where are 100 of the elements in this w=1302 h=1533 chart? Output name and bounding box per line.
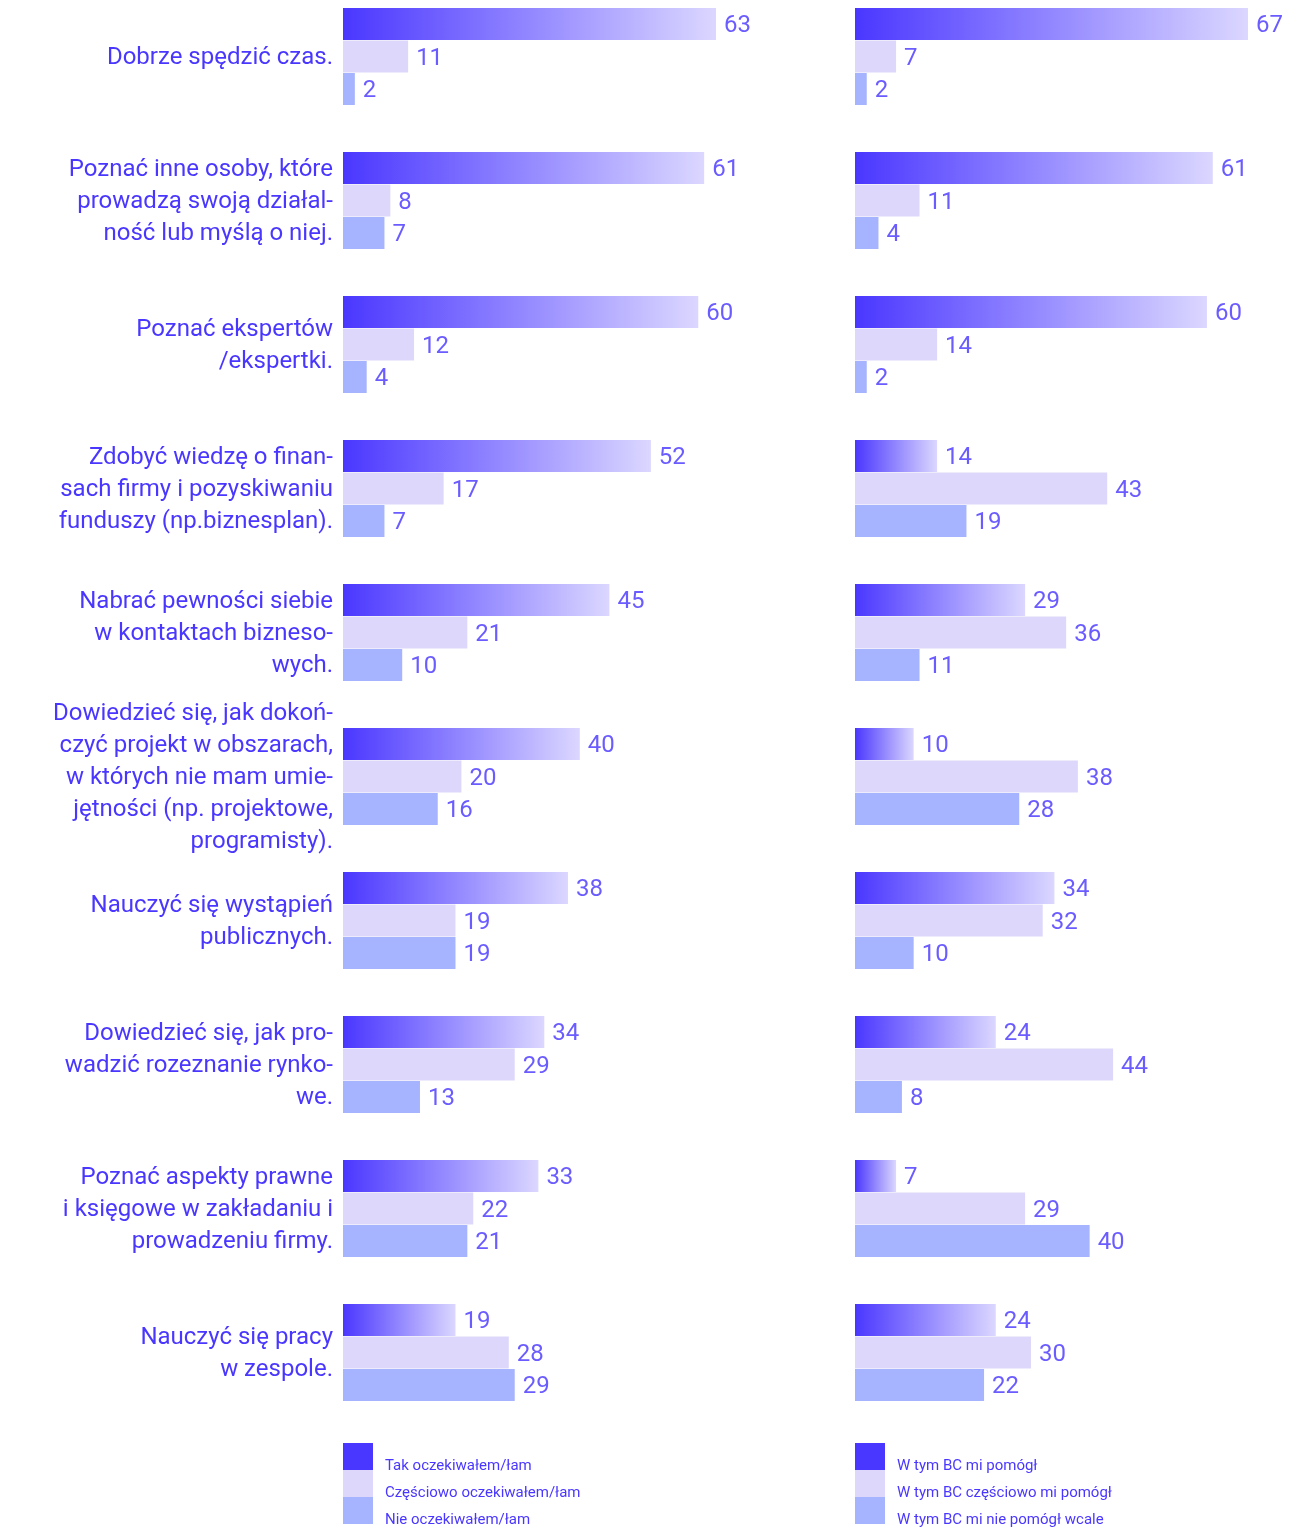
y-tick-label: Nauczyć się wystąpień publicznych.	[90, 890, 333, 951]
y-tick-label: Nauczyć się pracy w zespole.	[140, 1322, 334, 1383]
data-label: 11	[416, 42, 444, 71]
y-tick-label: Poznać inne osoby, które prowadzą swoją działal- ność lub myślą o niej.	[68, 154, 334, 247]
bar	[343, 872, 568, 904]
bar	[343, 616, 468, 649]
data-label: 52	[658, 442, 686, 471]
data-label: 7	[904, 42, 918, 71]
bar	[855, 904, 1043, 937]
legend-label: W tym BC mi nie pomógł wcale	[897, 1510, 1104, 1529]
bar	[855, 1081, 902, 1113]
bar	[855, 472, 1108, 505]
bar	[343, 649, 403, 681]
data-label: 40	[587, 730, 615, 759]
data-label: 38	[1085, 762, 1113, 791]
data-label: 4	[886, 219, 900, 248]
data-label: 29	[522, 1050, 550, 1079]
data-label: 30	[1038, 1338, 1066, 1367]
bar	[343, 184, 391, 217]
bar	[855, 184, 920, 217]
data-label: 60	[706, 298, 734, 327]
data-label: 11	[927, 186, 955, 215]
y-tick-label: Nabrać pewności siebie w kontaktach bizneso- wych.	[79, 586, 334, 679]
data-label: 8	[398, 186, 412, 215]
data-label: 10	[410, 651, 438, 680]
bar	[855, 1192, 1026, 1225]
data-label: 34	[552, 1018, 580, 1047]
data-label: 40	[1097, 1227, 1125, 1256]
data-label: 8	[909, 1083, 924, 1112]
data-label: 10	[921, 730, 949, 759]
data-label: 36	[1074, 618, 1102, 647]
bar	[343, 728, 580, 760]
bar	[855, 8, 1248, 40]
data-label: 14	[945, 442, 973, 471]
bar	[343, 584, 610, 616]
data-label: 22	[992, 1371, 1020, 1400]
data-label: 10	[921, 939, 949, 968]
y-tick-label: Dowiedzieć się, jak dokoń- czyć projekt w obszarach, w których nie mam umie- jętności (np. projektowe, programisty).	[52, 698, 334, 855]
data-label: 61	[712, 154, 740, 183]
data-label: 2	[874, 75, 889, 104]
data-label: 2	[362, 75, 377, 104]
bar	[855, 40, 897, 73]
data-label: 21	[475, 618, 503, 647]
legend-label: W tym BC mi pomógł	[897, 1456, 1038, 1475]
bar	[855, 616, 1067, 649]
bar	[343, 1192, 474, 1225]
bar	[343, 1369, 515, 1401]
bar	[343, 1016, 545, 1048]
y-tick-label: Dobrze spędzić czas.	[106, 42, 333, 71]
bar	[855, 1160, 897, 1192]
bar	[343, 505, 385, 537]
data-label: 20	[469, 762, 497, 791]
bar	[855, 1369, 985, 1401]
bar	[343, 328, 415, 361]
bar	[855, 793, 1020, 825]
data-label: 16	[445, 795, 473, 824]
bar	[855, 505, 967, 537]
bar	[343, 217, 385, 249]
data-label: 21	[475, 1227, 503, 1256]
data-label: 12	[422, 330, 450, 359]
bar	[343, 1225, 468, 1257]
bar	[855, 152, 1213, 184]
data-label: 29	[1033, 586, 1061, 615]
bar	[855, 73, 867, 105]
bar	[343, 73, 355, 105]
y-tick-label: Dowiedzieć się, jak pro- wadzić rozeznanie rynko- we.	[64, 1018, 334, 1111]
bar	[855, 584, 1026, 616]
bar	[343, 40, 409, 73]
bar	[343, 1048, 515, 1081]
data-label: 19	[463, 939, 491, 968]
bar	[855, 440, 938, 472]
data-label: 7	[904, 1162, 918, 1191]
bar	[855, 217, 879, 249]
bar	[343, 904, 456, 937]
bar	[343, 1160, 539, 1192]
bar	[855, 1016, 996, 1048]
data-label: 14	[945, 330, 973, 359]
data-label: 61	[1220, 154, 1248, 183]
data-label: 45	[617, 586, 645, 615]
bar	[343, 1081, 420, 1113]
bar	[855, 728, 914, 760]
bar	[855, 1048, 1114, 1081]
legend-label: Częściowo oczekiwałem/łam	[385, 1483, 581, 1502]
bar	[855, 361, 867, 393]
bar	[343, 472, 444, 505]
data-label: 4	[374, 363, 389, 392]
bar	[855, 649, 920, 681]
data-label: 13	[427, 1083, 455, 1112]
data-label: 34	[1062, 874, 1090, 903]
data-label: 19	[463, 1306, 491, 1335]
y-tick-label: Poznać aspekty prawne i księgowe w zakładaniu i prowadzeniu firmy.	[62, 1162, 333, 1255]
bar	[855, 937, 914, 969]
bar	[855, 872, 1055, 904]
data-label: 44	[1121, 1050, 1149, 1079]
bar	[343, 760, 462, 793]
data-label: 29	[1033, 1194, 1061, 1223]
data-label: 63	[724, 10, 751, 39]
data-label: 24	[1003, 1306, 1031, 1335]
data-label: 38	[575, 874, 603, 903]
data-label: 67	[1256, 10, 1283, 39]
